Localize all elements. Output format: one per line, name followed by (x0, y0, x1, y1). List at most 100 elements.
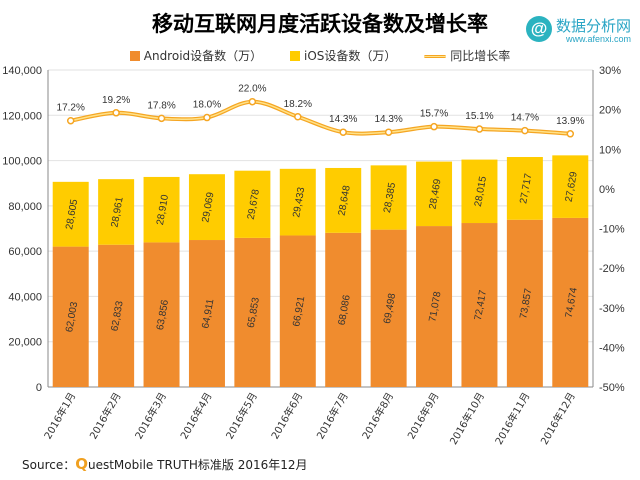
bar-android (416, 226, 453, 387)
data-label-growth: 14.7% (511, 113, 539, 124)
y-tick-label-right: -30% (599, 303, 625, 315)
y-tick-label-right: -20% (599, 263, 625, 275)
y-tick-label-right: 0% (599, 184, 615, 196)
bar-ios (188, 174, 225, 241)
data-label-android: 62,833 (110, 300, 126, 332)
bar-android (98, 244, 135, 387)
legend-label-growth: 同比增长率 (450, 49, 511, 63)
source-note: Source：QuestMobile TRUTH标准版 2016年12月 (22, 455, 308, 473)
growth-point (566, 130, 575, 138)
data-label-ios: 28,605 (64, 198, 80, 230)
x-tick-label: 2016年5月 (223, 390, 260, 441)
data-label-ios: 27,629 (564, 170, 580, 202)
y-tick-label-right: 10% (599, 144, 621, 156)
data-label-android: 66,921 (291, 295, 307, 327)
bar-ios (370, 165, 407, 230)
legend-item-growth: 同比增长率 (424, 47, 510, 64)
data-label-android: 74,674 (564, 286, 580, 318)
data-label-growth: 17.8% (147, 100, 175, 111)
x-tick-label: 2016年8月 (359, 390, 396, 441)
y-tick-label-left: 60,000 (8, 246, 42, 258)
source-q-logo: Q (75, 455, 88, 473)
y-tick-label-right: -40% (599, 342, 625, 354)
data-label-android: 69,498 (382, 292, 398, 324)
y-tick-label-right: 20% (599, 105, 621, 117)
legend-item-android: Android设备数（万） (129, 47, 263, 64)
data-label-growth: 22.0% (238, 84, 266, 95)
bar-ios (416, 161, 453, 227)
legend-label-ios: iOS设备数（万） (303, 49, 397, 63)
chart-legend: Android设备数（万） iOS设备数（万） 同比增长率 (0, 47, 640, 64)
bar-android (143, 242, 180, 387)
site-logo: @ 数据分析网 www.afenxi.com (526, 12, 636, 52)
x-tick-label: 2016年1月 (41, 390, 78, 441)
y-tick-label-right: 30% (599, 65, 621, 77)
data-label-ios: 28,910 (155, 193, 171, 225)
bar-android (279, 235, 316, 387)
bar-android (552, 217, 589, 387)
bar-ios (234, 170, 271, 238)
growth-point (430, 122, 438, 131)
data-label-ios: 28,469 (427, 178, 443, 210)
bar-ios (552, 155, 589, 218)
bar-ios (98, 179, 135, 245)
legend-label-android: Android设备数（万） (143, 49, 263, 63)
y-tick-label-left: 0 (36, 382, 42, 394)
bar-ios (461, 159, 498, 224)
y-tick-label-left: 140,000 (2, 65, 42, 77)
source-text: uestMobile TRUTH标准版 2016年12月 (87, 458, 308, 472)
data-label-growth: 14.3% (329, 114, 357, 125)
y-tick-label-left: 100,000 (2, 156, 42, 168)
source-label: Source： (22, 458, 76, 472)
growth-point (384, 128, 393, 136)
data-label-ios: 28,961 (110, 196, 126, 228)
data-label-ios: 29,069 (200, 191, 216, 223)
bar-android (506, 219, 543, 387)
bar-android (461, 223, 498, 387)
logo-mark-icon: @ (526, 16, 552, 42)
data-label-growth: 13.9% (556, 116, 584, 127)
bar-ios (506, 157, 543, 220)
growth-line-highlight (70, 100, 571, 135)
growth-point (248, 97, 257, 106)
y-tick-label-right: -10% (599, 224, 625, 236)
data-label-ios: 28,015 (473, 175, 489, 207)
growth-point (203, 113, 211, 122)
x-tick-label: 2016年2月 (87, 390, 124, 441)
legend-swatch-ios (289, 51, 300, 61)
legend-item-ios: iOS设备数（万） (289, 47, 397, 64)
data-label-android: 73,857 (518, 287, 534, 319)
data-label-android: 63,856 (155, 299, 171, 331)
data-label-android: 65,853 (246, 296, 262, 328)
bar-ios (279, 168, 316, 236)
data-label-ios: 28,648 (337, 184, 353, 216)
data-label-android: 62,003 (64, 301, 80, 333)
logo-url: www.afenxi.com (566, 34, 632, 44)
data-label-android: 72,417 (473, 289, 489, 321)
y-tick-label-left: 120,000 (2, 110, 42, 122)
bar-ios (52, 181, 89, 247)
data-label-growth: 14.3% (374, 114, 402, 125)
growth-point (294, 113, 302, 121)
growth-point (66, 116, 75, 125)
x-tick-label: 2016年12月 (538, 390, 578, 447)
data-label-growth: 19.2% (102, 95, 130, 106)
x-tick-label: 2016年11月 (492, 390, 532, 447)
data-label-ios: 28,385 (382, 181, 398, 213)
growth-point (157, 114, 166, 123)
data-label-android: 68,086 (337, 294, 353, 326)
bar-android (234, 237, 271, 387)
x-tick-label: 2016年9月 (404, 390, 441, 441)
y-tick-label-left: 80,000 (8, 201, 42, 213)
growth-point (339, 128, 347, 136)
bar-android (370, 229, 407, 387)
growth-point (112, 109, 120, 117)
data-label-growth: 18.2% (284, 99, 312, 110)
data-label-growth: 15.7% (420, 109, 448, 120)
legend-swatch-android (129, 51, 140, 61)
data-label-growth: 17.2% (57, 103, 85, 114)
x-tick-label: 2016年7月 (314, 390, 351, 441)
data-label-ios: 27,717 (518, 172, 534, 204)
